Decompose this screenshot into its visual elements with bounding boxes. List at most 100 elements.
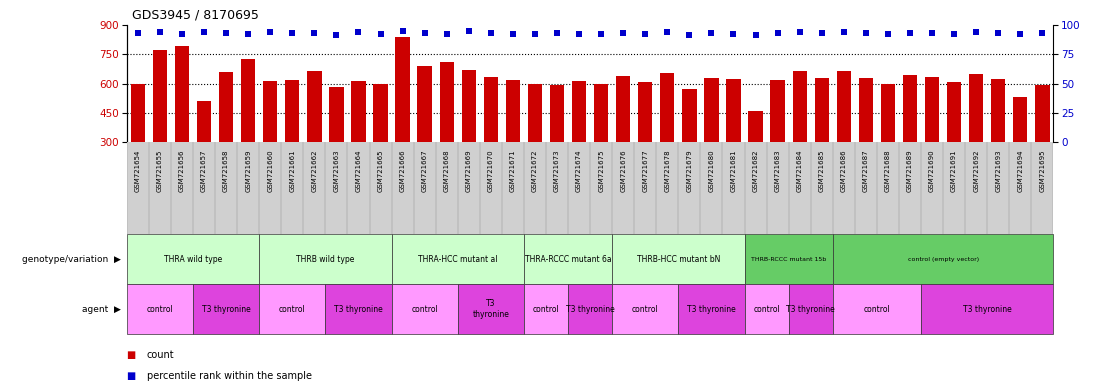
Text: T3 thyronine: T3 thyronine xyxy=(202,305,250,314)
Bar xyxy=(417,66,432,142)
Bar xyxy=(726,79,741,142)
Bar xyxy=(392,234,524,284)
Bar xyxy=(638,81,652,142)
Bar xyxy=(924,77,939,142)
Bar xyxy=(130,84,146,142)
Bar xyxy=(127,234,259,284)
Text: GSM721694: GSM721694 xyxy=(1017,149,1024,192)
Point xyxy=(239,31,257,37)
Bar xyxy=(329,88,344,142)
Bar xyxy=(458,284,524,334)
Text: GSM721654: GSM721654 xyxy=(135,149,141,192)
Text: T3 thyronine: T3 thyronine xyxy=(334,305,383,314)
Bar xyxy=(660,73,674,142)
Text: GSM721692: GSM721692 xyxy=(973,149,979,192)
Bar xyxy=(395,36,410,142)
Text: THRB-HCC mutant bN: THRB-HCC mutant bN xyxy=(636,255,720,264)
Text: THRA wild type: THRA wild type xyxy=(164,255,222,264)
Bar xyxy=(615,76,630,142)
Point xyxy=(945,31,963,37)
Bar xyxy=(439,62,454,142)
Bar xyxy=(259,284,325,334)
Point xyxy=(306,30,323,36)
Text: T3 thyronine: T3 thyronine xyxy=(963,305,1011,314)
Text: GDS3945 / 8170695: GDS3945 / 8170695 xyxy=(132,8,259,21)
Point xyxy=(703,30,720,36)
Text: T3 thyronine: T3 thyronine xyxy=(566,305,614,314)
Text: GSM721671: GSM721671 xyxy=(510,149,516,192)
Text: control: control xyxy=(753,305,780,314)
Text: genotype/variation  ▶: genotype/variation ▶ xyxy=(22,255,121,264)
Bar xyxy=(792,71,806,142)
Bar xyxy=(325,284,392,334)
Point xyxy=(725,31,742,37)
Point xyxy=(372,31,389,37)
Bar xyxy=(285,79,299,142)
Bar xyxy=(392,284,458,334)
Text: control: control xyxy=(864,305,890,314)
Text: GSM721676: GSM721676 xyxy=(620,149,627,192)
Point xyxy=(151,29,169,35)
Text: GSM721691: GSM721691 xyxy=(951,149,957,192)
Point xyxy=(129,30,147,36)
Bar xyxy=(990,79,1005,142)
Bar xyxy=(745,284,789,334)
Point xyxy=(1011,31,1029,37)
Point xyxy=(394,28,411,34)
Text: GSM721686: GSM721686 xyxy=(840,149,847,192)
Text: agent  ▶: agent ▶ xyxy=(83,305,121,314)
Bar xyxy=(461,70,476,142)
Point xyxy=(570,31,588,37)
Text: control: control xyxy=(147,305,173,314)
Text: GSM721687: GSM721687 xyxy=(863,149,869,192)
Bar xyxy=(770,79,784,142)
Point xyxy=(901,30,919,36)
Text: GSM721662: GSM721662 xyxy=(311,149,318,192)
Bar xyxy=(1013,97,1027,142)
Bar xyxy=(527,84,542,142)
Point xyxy=(769,30,786,36)
Text: control: control xyxy=(632,305,658,314)
Point xyxy=(835,29,853,35)
Point xyxy=(923,30,941,36)
Bar xyxy=(524,234,612,284)
Text: GSM721655: GSM721655 xyxy=(157,149,163,192)
Text: GSM721664: GSM721664 xyxy=(355,149,362,192)
Text: GSM721681: GSM721681 xyxy=(730,149,737,192)
Bar xyxy=(127,284,193,334)
Text: GSM721659: GSM721659 xyxy=(245,149,251,192)
Text: GSM721685: GSM721685 xyxy=(818,149,825,192)
Bar xyxy=(196,101,211,142)
Bar xyxy=(612,234,745,284)
Text: T3 thyronine: T3 thyronine xyxy=(786,305,835,314)
Bar xyxy=(968,74,983,142)
Text: control (empty vector): control (empty vector) xyxy=(908,257,978,262)
Text: GSM721661: GSM721661 xyxy=(289,149,296,192)
Text: T3 thyronine: T3 thyronine xyxy=(687,305,736,314)
Text: count: count xyxy=(147,350,174,360)
Text: GSM721665: GSM721665 xyxy=(377,149,384,192)
Text: T3
thyronine: T3 thyronine xyxy=(472,300,510,319)
Text: GSM721667: GSM721667 xyxy=(421,149,428,192)
Point xyxy=(967,29,985,35)
Bar xyxy=(858,78,872,142)
Bar xyxy=(549,86,564,142)
Point xyxy=(283,30,301,36)
Point xyxy=(438,31,456,37)
Point xyxy=(1034,30,1051,36)
Text: GSM721689: GSM721689 xyxy=(907,149,913,192)
Bar xyxy=(572,81,587,142)
Point xyxy=(548,30,566,36)
Text: GSM721669: GSM721669 xyxy=(465,149,472,192)
Point xyxy=(217,30,235,36)
Text: GSM721656: GSM721656 xyxy=(179,149,185,192)
Point xyxy=(328,31,345,38)
Bar xyxy=(612,284,678,334)
Point xyxy=(813,30,831,36)
Bar xyxy=(833,284,921,334)
Point xyxy=(857,30,875,36)
Point xyxy=(416,30,433,36)
Text: GSM721658: GSM721658 xyxy=(223,149,229,192)
Point xyxy=(592,31,610,37)
Text: GSM721677: GSM721677 xyxy=(642,149,649,192)
